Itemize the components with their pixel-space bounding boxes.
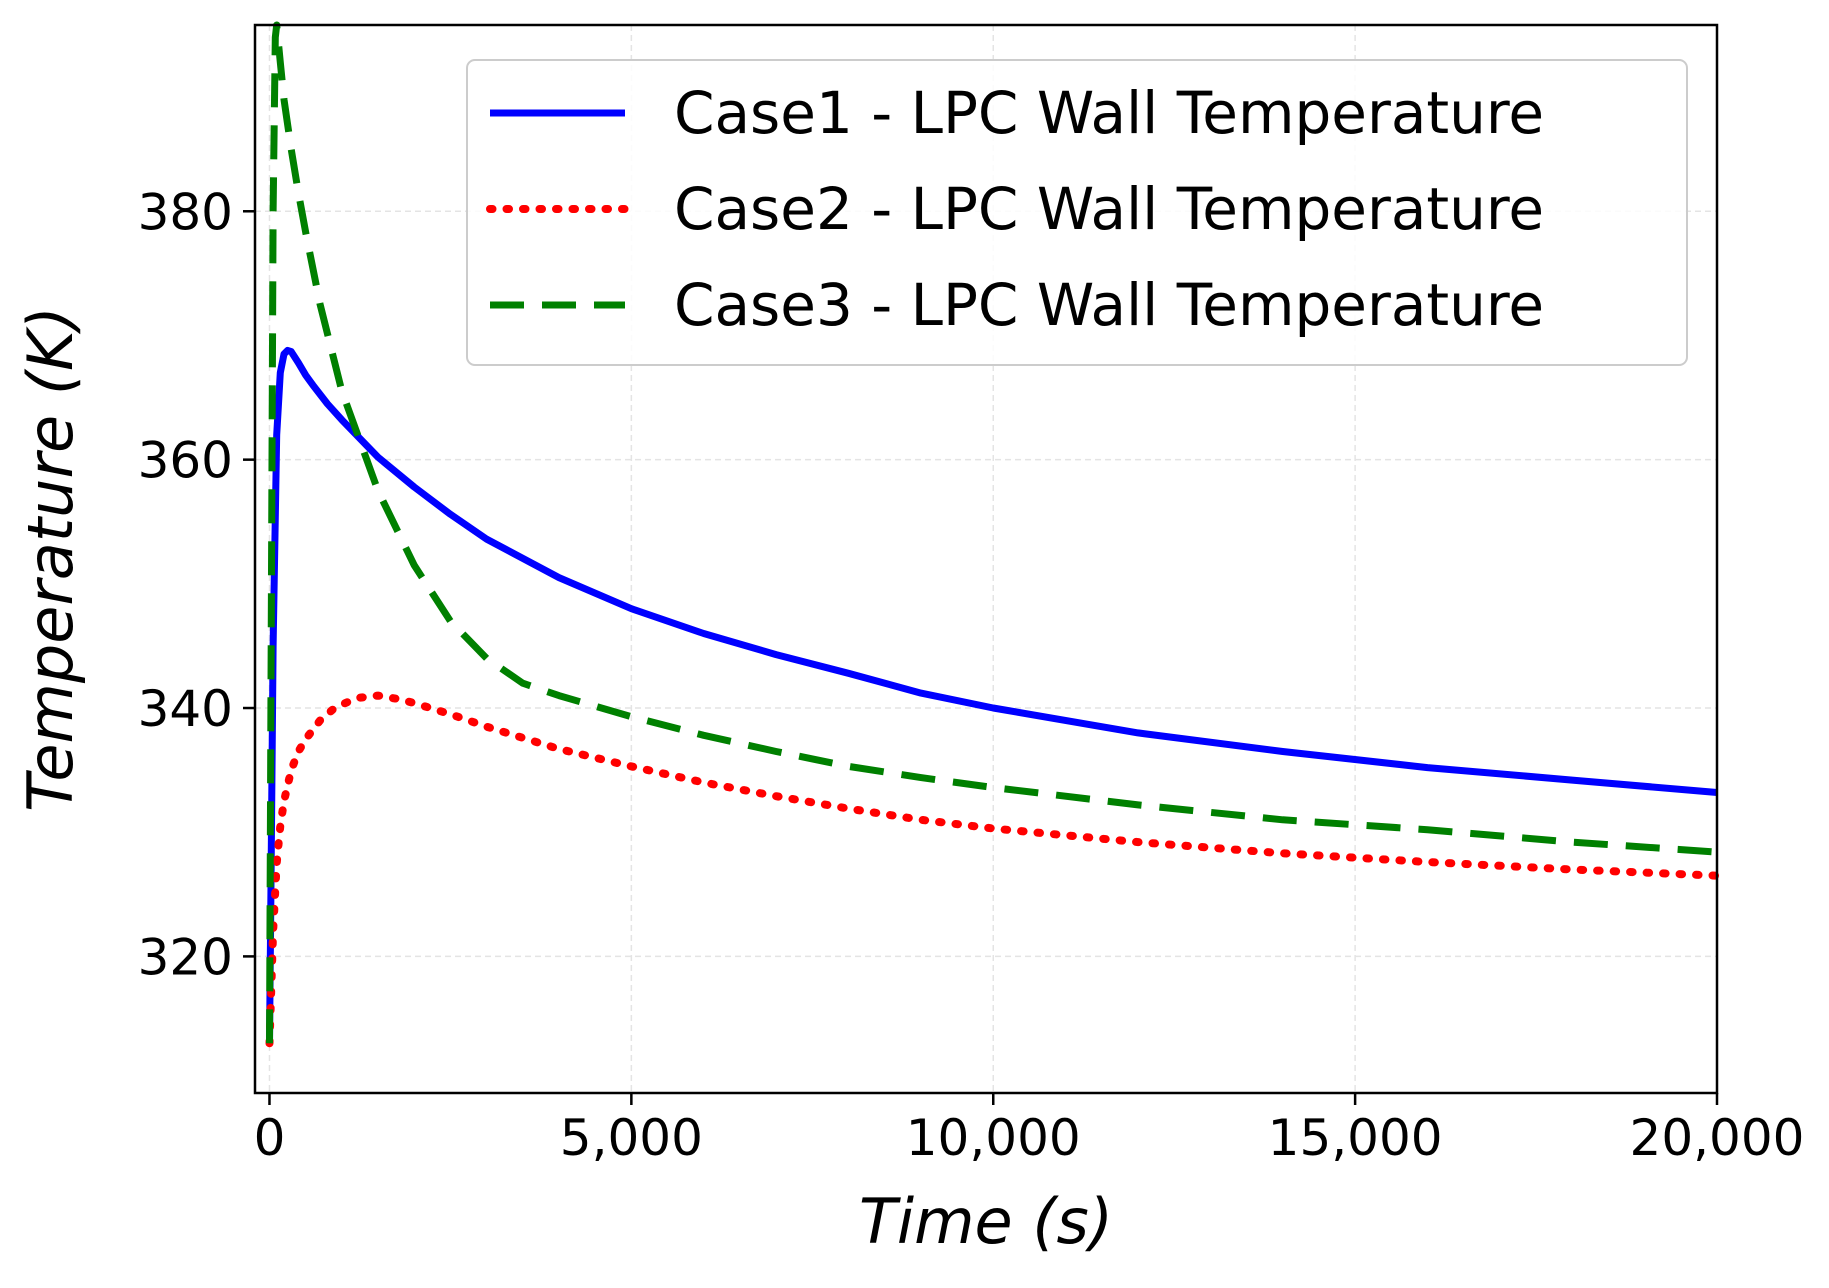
x-tick-label: 0: [254, 1109, 286, 1167]
series-line-case3: [266, 21, 1718, 1044]
plot-frame: [253, 23, 1719, 1095]
y-axis-label: Temperature (K): [14, 306, 87, 812]
legend-box: [466, 59, 1688, 366]
legend-label-case1: Case1 - LPC Wall Temperature: [674, 79, 1544, 147]
y-tick-label: 380: [138, 183, 233, 241]
x-tick-label: 20,000: [1630, 1109, 1805, 1167]
x-tick-label: 15,000: [1268, 1109, 1443, 1167]
x-tick-label: 5,000: [560, 1109, 703, 1167]
legend-label-case3: Case3 - LPC Wall Temperature: [674, 271, 1544, 339]
ticks: 0 5,000 10,000 15,000 20,000 320 340 360 380: [138, 183, 1805, 1167]
x-axis-label: Time (s): [859, 1185, 1113, 1258]
series-group: [265, 21, 1721, 1048]
y-tick-label: 340: [138, 680, 233, 738]
legend-label-case2: Case2 - LPC Wall Temperature: [674, 175, 1544, 243]
x-tick-label: 10,000: [906, 1109, 1081, 1167]
legend: Case1 - LPC Wall Temperature Case2 - LPC…: [466, 59, 1688, 366]
series-line-case1: [266, 346, 1718, 1044]
y-tick-label: 320: [138, 928, 233, 986]
y-tick-label: 360: [138, 432, 233, 490]
